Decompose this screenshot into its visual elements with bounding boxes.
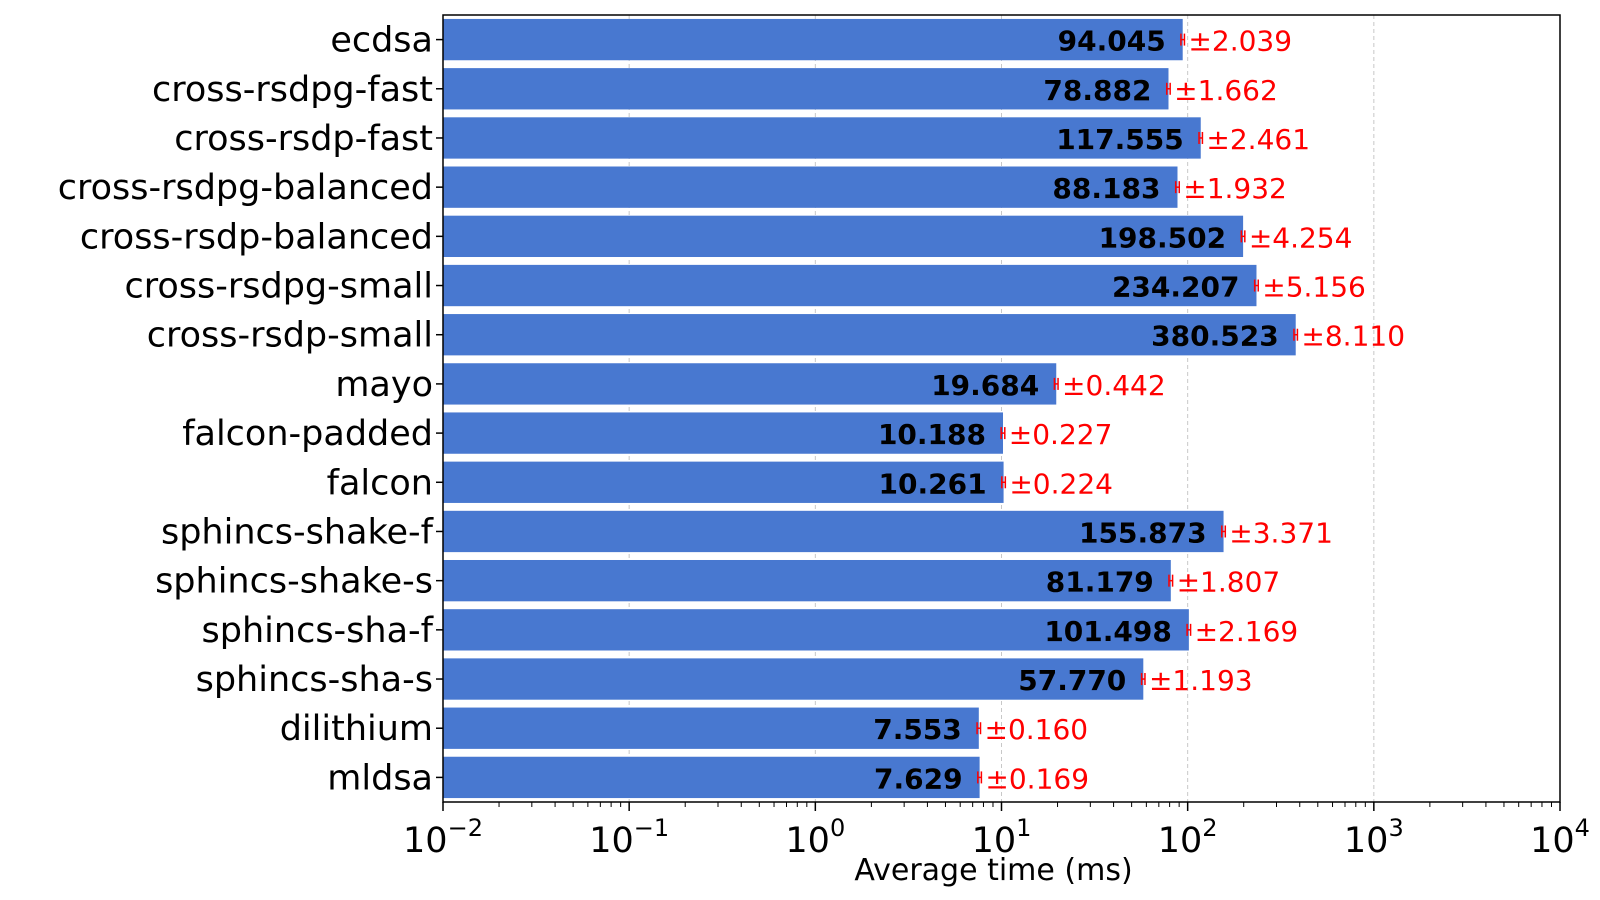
- value-label: 10.188: [878, 418, 986, 451]
- category-label: cross-rsdp-fast: [174, 119, 433, 159]
- x-tick-label: 10−2: [403, 814, 483, 861]
- bar-ecdsa: [443, 18, 1183, 61]
- error-label: ±2.461: [1206, 123, 1310, 156]
- category-label: cross-rsdp-small: [147, 316, 433, 356]
- bar-sphincs-shake-f: [443, 510, 1224, 553]
- error-label: ±1.932: [1183, 172, 1287, 205]
- value-label: 88.183: [1052, 172, 1160, 205]
- value-label: 198.502: [1099, 221, 1227, 254]
- bar-cross-rsdp-balanced: [443, 215, 1244, 258]
- bar-cross-rsdpg-fast: [443, 68, 1169, 110]
- category-label: cross-rsdpg-fast: [152, 70, 433, 110]
- value-label: 7.553: [873, 713, 962, 746]
- value-label: 380.523: [1151, 320, 1279, 353]
- value-label: 117.555: [1056, 123, 1184, 156]
- error-bars: [976, 33, 1299, 784]
- x-tick-label: 10−1: [589, 814, 669, 861]
- bar-falcon: [443, 461, 1004, 503]
- error-label: ±2.039: [1188, 25, 1292, 58]
- category-label: sphincs-sha-s: [196, 660, 433, 700]
- grid-lines: [628, 15, 1375, 802]
- x-tick-label: 103: [1344, 814, 1404, 861]
- error-label: ±0.442: [1062, 369, 1166, 402]
- error-label: ±4.254: [1249, 221, 1353, 254]
- error-label: ±3.371: [1229, 516, 1333, 549]
- category-labels: ecdsa cross-rsdpg-fast cross-rsdp-fast cros…: [58, 21, 434, 799]
- error-label: ±0.169: [985, 762, 1089, 795]
- category-label: cross-rsdpg-balanced: [58, 168, 433, 208]
- error-label: ±8.110: [1301, 320, 1405, 353]
- error-label: ±1.662: [1174, 74, 1278, 107]
- data-labels: 94.045 ±2.039 78.882 ±1.662 117.555 ±2.461 88.…: [873, 25, 1405, 796]
- error-label: ±0.224: [1009, 467, 1113, 500]
- category-label: cross-rsdp-balanced: [80, 217, 433, 257]
- bar-cross-rsdp-small: [443, 314, 1296, 356]
- bar-sphincs-sha-s: [443, 658, 1144, 700]
- category-label: dilithium: [280, 709, 433, 749]
- plot-frame: [442, 14, 1561, 803]
- error-label: ±1.807: [1177, 566, 1281, 599]
- category-label: falcon: [327, 463, 433, 503]
- x-tick-label: 101: [972, 814, 1032, 861]
- x-tick-label: 100: [785, 814, 845, 861]
- bars: [443, 18, 1296, 799]
- bar-sphincs-shake-s: [443, 559, 1171, 602]
- value-label: 19.684: [931, 369, 1039, 402]
- bar-cross-rsdp-fast: [443, 117, 1201, 159]
- value-label: 234.207: [1112, 271, 1240, 304]
- value-label: 155.873: [1079, 516, 1207, 549]
- value-label: 7.629: [874, 762, 963, 795]
- value-label: 101.498: [1044, 615, 1172, 648]
- bar-mayo: [443, 363, 1057, 405]
- category-label: mayo: [335, 365, 433, 405]
- category-label: mldsa: [327, 758, 433, 798]
- bar-dilithium: [443, 707, 979, 749]
- error-label: ±1.193: [1149, 664, 1253, 697]
- category-label: sphincs-sha-f: [202, 611, 434, 651]
- bar-sphincs-sha-f: [443, 609, 1189, 651]
- x-axis-label: Average time (ms): [854, 853, 1132, 888]
- error-label: ±2.169: [1195, 615, 1299, 648]
- value-label: 10.261: [879, 467, 987, 500]
- bar-cross-rsdpg-small: [443, 264, 1257, 307]
- category-label: sphincs-shake-s: [155, 562, 433, 602]
- value-label: 94.045: [1058, 25, 1166, 58]
- x-tick-label: 104: [1530, 814, 1590, 861]
- x-tick-label: 102: [1158, 814, 1218, 861]
- category-label: falcon-padded: [182, 414, 433, 454]
- error-label: ±0.227: [1009, 418, 1113, 451]
- value-label: 78.882: [1043, 74, 1151, 107]
- category-label: sphincs-shake-f: [161, 512, 434, 552]
- bar-mldsa: [443, 756, 980, 799]
- value-label: 57.770: [1018, 664, 1126, 697]
- category-label: cross-rsdpg-small: [124, 267, 433, 307]
- category-label: ecdsa: [330, 21, 433, 61]
- error-label: ±0.160: [985, 713, 1089, 746]
- error-label: ±5.156: [1262, 271, 1366, 304]
- bar-falcon-padded: [443, 412, 1004, 454]
- bar-cross-rsdpg-balanced: [443, 166, 1178, 208]
- x-axis-ticks: 10−2 10−1 100 101 102 103 104: [403, 38, 1590, 861]
- value-label: 81.179: [1046, 566, 1154, 599]
